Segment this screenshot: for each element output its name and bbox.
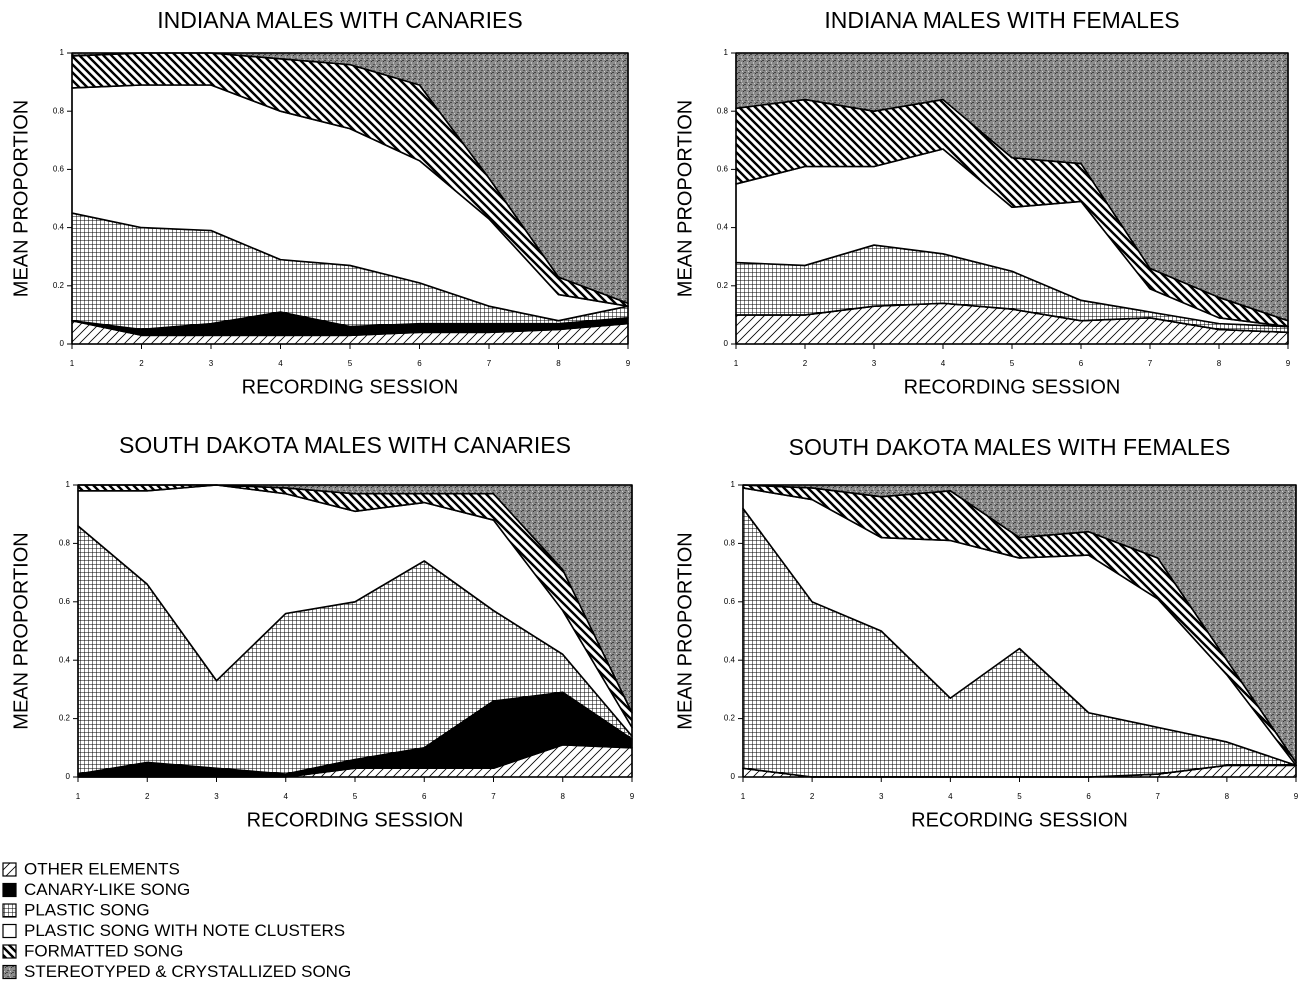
x-tick-label: 1	[76, 792, 81, 801]
legend-swatch	[2, 964, 17, 980]
x-tick-label: 1	[70, 359, 75, 368]
y-tick-label: 0.6	[724, 597, 736, 606]
y-tick-label: 0.2	[59, 714, 71, 723]
y-tick-label: 0.6	[717, 165, 729, 174]
x-tick-label: 8	[556, 359, 561, 368]
x-tick-label: 9	[630, 792, 635, 801]
y-axis-label: MEAN PROPORTION	[674, 532, 696, 729]
legend-label: FORMATTED SONG	[24, 941, 183, 960]
y-tick-label: 0.6	[59, 597, 71, 606]
x-tick-label: 9	[1294, 792, 1299, 801]
x-tick-label: 4	[284, 792, 289, 801]
x-tick-label: 5	[348, 359, 353, 368]
y-tick-label: 0.8	[724, 539, 736, 548]
x-axis-label: RECORDING SESSION	[242, 376, 459, 398]
y-tick-label: 0.8	[717, 106, 729, 115]
legend-label: STEREOTYPED & CRYSTALLIZED SONG	[24, 962, 351, 981]
chart-title: INDIANA MALES WITH CANARIES	[157, 7, 523, 33]
x-tick-label: 6	[1079, 359, 1084, 368]
legend-label: PLASTIC SONG	[24, 900, 150, 919]
legend-swatch	[2, 882, 17, 898]
legend-swatch	[2, 923, 17, 939]
x-tick-label: 8	[561, 792, 566, 801]
x-tick-label: 7	[1156, 792, 1161, 801]
chart-title: SOUTH DAKOTA MALES WITH FEMALES	[789, 434, 1231, 460]
x-tick-label: 7	[1148, 359, 1153, 368]
y-tick-label: 0	[66, 772, 71, 781]
y-tick-label: 0.2	[53, 281, 65, 290]
y-axis-label: MEAN PROPORTION	[674, 100, 696, 297]
y-tick-label: 0.4	[717, 223, 729, 232]
x-tick-label: 4	[278, 359, 283, 368]
x-tick-label: 2	[803, 359, 808, 368]
y-tick-label: 0.8	[53, 106, 65, 115]
x-tick-label: 3	[872, 359, 877, 368]
y-tick-label: 0.6	[53, 165, 65, 174]
x-tick-label: 7	[491, 792, 496, 801]
legend-label: CANARY-LIKE SONG	[24, 880, 190, 899]
y-tick-label: 1	[731, 480, 736, 489]
x-tick-label: 3	[879, 792, 884, 801]
y-tick-label: 0.4	[59, 655, 71, 664]
x-tick-label: 8	[1225, 792, 1230, 801]
y-axis-label: MEAN PROPORTION	[10, 100, 32, 297]
y-tick-label: 0.8	[59, 539, 71, 548]
x-tick-label: 4	[948, 792, 953, 801]
legend-swatch	[2, 862, 17, 877]
y-tick-label: 0.2	[717, 281, 729, 290]
y-tick-label: 1	[60, 48, 65, 57]
x-axis-label: RECORDING SESSION	[904, 376, 1121, 398]
x-tick-label: 6	[417, 359, 422, 368]
x-tick-label: 8	[1217, 359, 1222, 368]
legend-swatch	[2, 903, 17, 918]
x-tick-label: 5	[1010, 359, 1015, 368]
x-tick-label: 6	[422, 792, 427, 801]
legend-label: OTHER ELEMENTS	[24, 859, 180, 878]
legend-label: PLASTIC SONG WITH NOTE CLUSTERS	[24, 921, 345, 940]
y-tick-label: 0.2	[724, 714, 736, 723]
x-tick-label: 1	[734, 359, 739, 368]
x-tick-label: 5	[1017, 792, 1022, 801]
x-tick-label: 2	[139, 359, 144, 368]
y-axis-label: MEAN PROPORTION	[10, 532, 32, 729]
x-tick-label: 9	[1286, 359, 1291, 368]
x-tick-label: 2	[145, 792, 150, 801]
y-tick-label: 1	[724, 48, 729, 57]
x-tick-label: 4	[941, 359, 946, 368]
x-tick-label: 5	[353, 792, 358, 801]
legend-swatch	[2, 944, 17, 959]
x-tick-label: 6	[1086, 792, 1091, 801]
chart-title: SOUTH DAKOTA MALES WITH CANARIES	[119, 432, 571, 458]
x-tick-label: 9	[626, 359, 631, 368]
y-tick-label: 0	[724, 339, 729, 348]
x-tick-label: 2	[810, 792, 815, 801]
y-tick-label: 1	[66, 480, 71, 489]
y-tick-label: 0.4	[53, 223, 65, 232]
chart-title: INDIANA MALES WITH FEMALES	[824, 7, 1179, 33]
y-tick-label: 0	[60, 339, 65, 348]
x-tick-label: 3	[209, 359, 214, 368]
x-axis-label: RECORDING SESSION	[247, 809, 464, 831]
x-tick-label: 1	[741, 792, 746, 801]
x-tick-label: 7	[487, 359, 492, 368]
x-tick-label: 3	[214, 792, 219, 801]
x-axis-label: RECORDING SESSION	[911, 809, 1128, 831]
y-tick-label: 0.4	[724, 655, 736, 664]
y-tick-label: 0	[731, 772, 736, 781]
